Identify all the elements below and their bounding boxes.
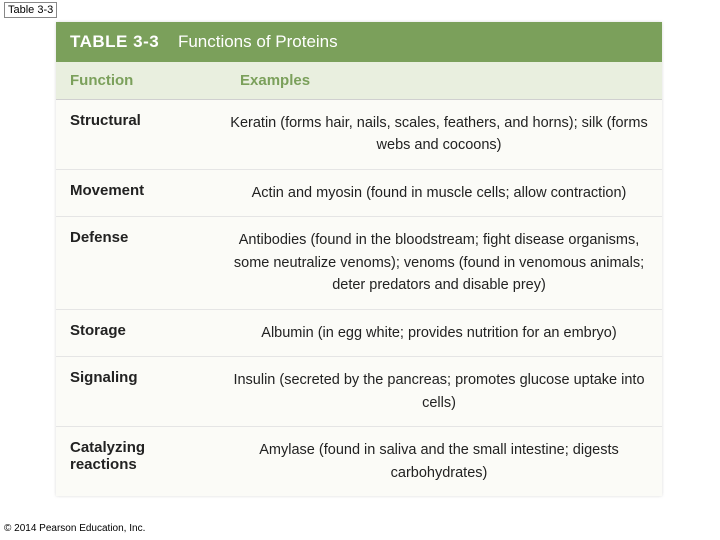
table-row: Signaling Insulin (secreted by the pancr…	[56, 357, 662, 427]
header-function: Function	[56, 62, 226, 99]
table-number: TABLE 3-3	[70, 32, 159, 51]
cell-function: Catalyzing reactions	[56, 427, 226, 496]
table-row: Movement Actin and myosin (found in musc…	[56, 170, 662, 217]
table-row: Catalyzing reactions Amylase (found in s…	[56, 427, 662, 496]
cell-examples: Insulin (secreted by the pancreas; promo…	[226, 357, 662, 426]
table-row: Defense Antibodies (found in the bloodst…	[56, 217, 662, 309]
cell-function: Defense	[56, 217, 226, 308]
copyright-text: © 2014 Pearson Education, Inc.	[4, 523, 145, 534]
header-examples: Examples	[226, 62, 662, 99]
table-header-row: Function Examples	[56, 62, 662, 100]
cell-examples: Antibodies (found in the bloodstream; fi…	[226, 217, 662, 308]
cell-function: Structural	[56, 100, 226, 169]
table-row: Structural Keratin (forms hair, nails, s…	[56, 100, 662, 170]
table-title-bar: TABLE 3-3 Functions of Proteins	[56, 22, 662, 62]
table-row: Storage Albumin (in egg white; provides …	[56, 310, 662, 357]
cell-function: Signaling	[56, 357, 226, 426]
cell-function: Movement	[56, 170, 226, 216]
cell-examples: Amylase (found in saliva and the small i…	[226, 427, 662, 496]
slide-label: Table 3-3	[4, 2, 57, 18]
table-title-text: Functions of Proteins	[178, 32, 338, 51]
cell-examples: Albumin (in egg white; provides nutritio…	[226, 310, 662, 356]
protein-functions-table: TABLE 3-3 Functions of Proteins Function…	[56, 22, 662, 496]
cell-examples: Keratin (forms hair, nails, scales, feat…	[226, 100, 662, 169]
cell-examples: Actin and myosin (found in muscle cells;…	[226, 170, 662, 216]
cell-function: Storage	[56, 310, 226, 356]
